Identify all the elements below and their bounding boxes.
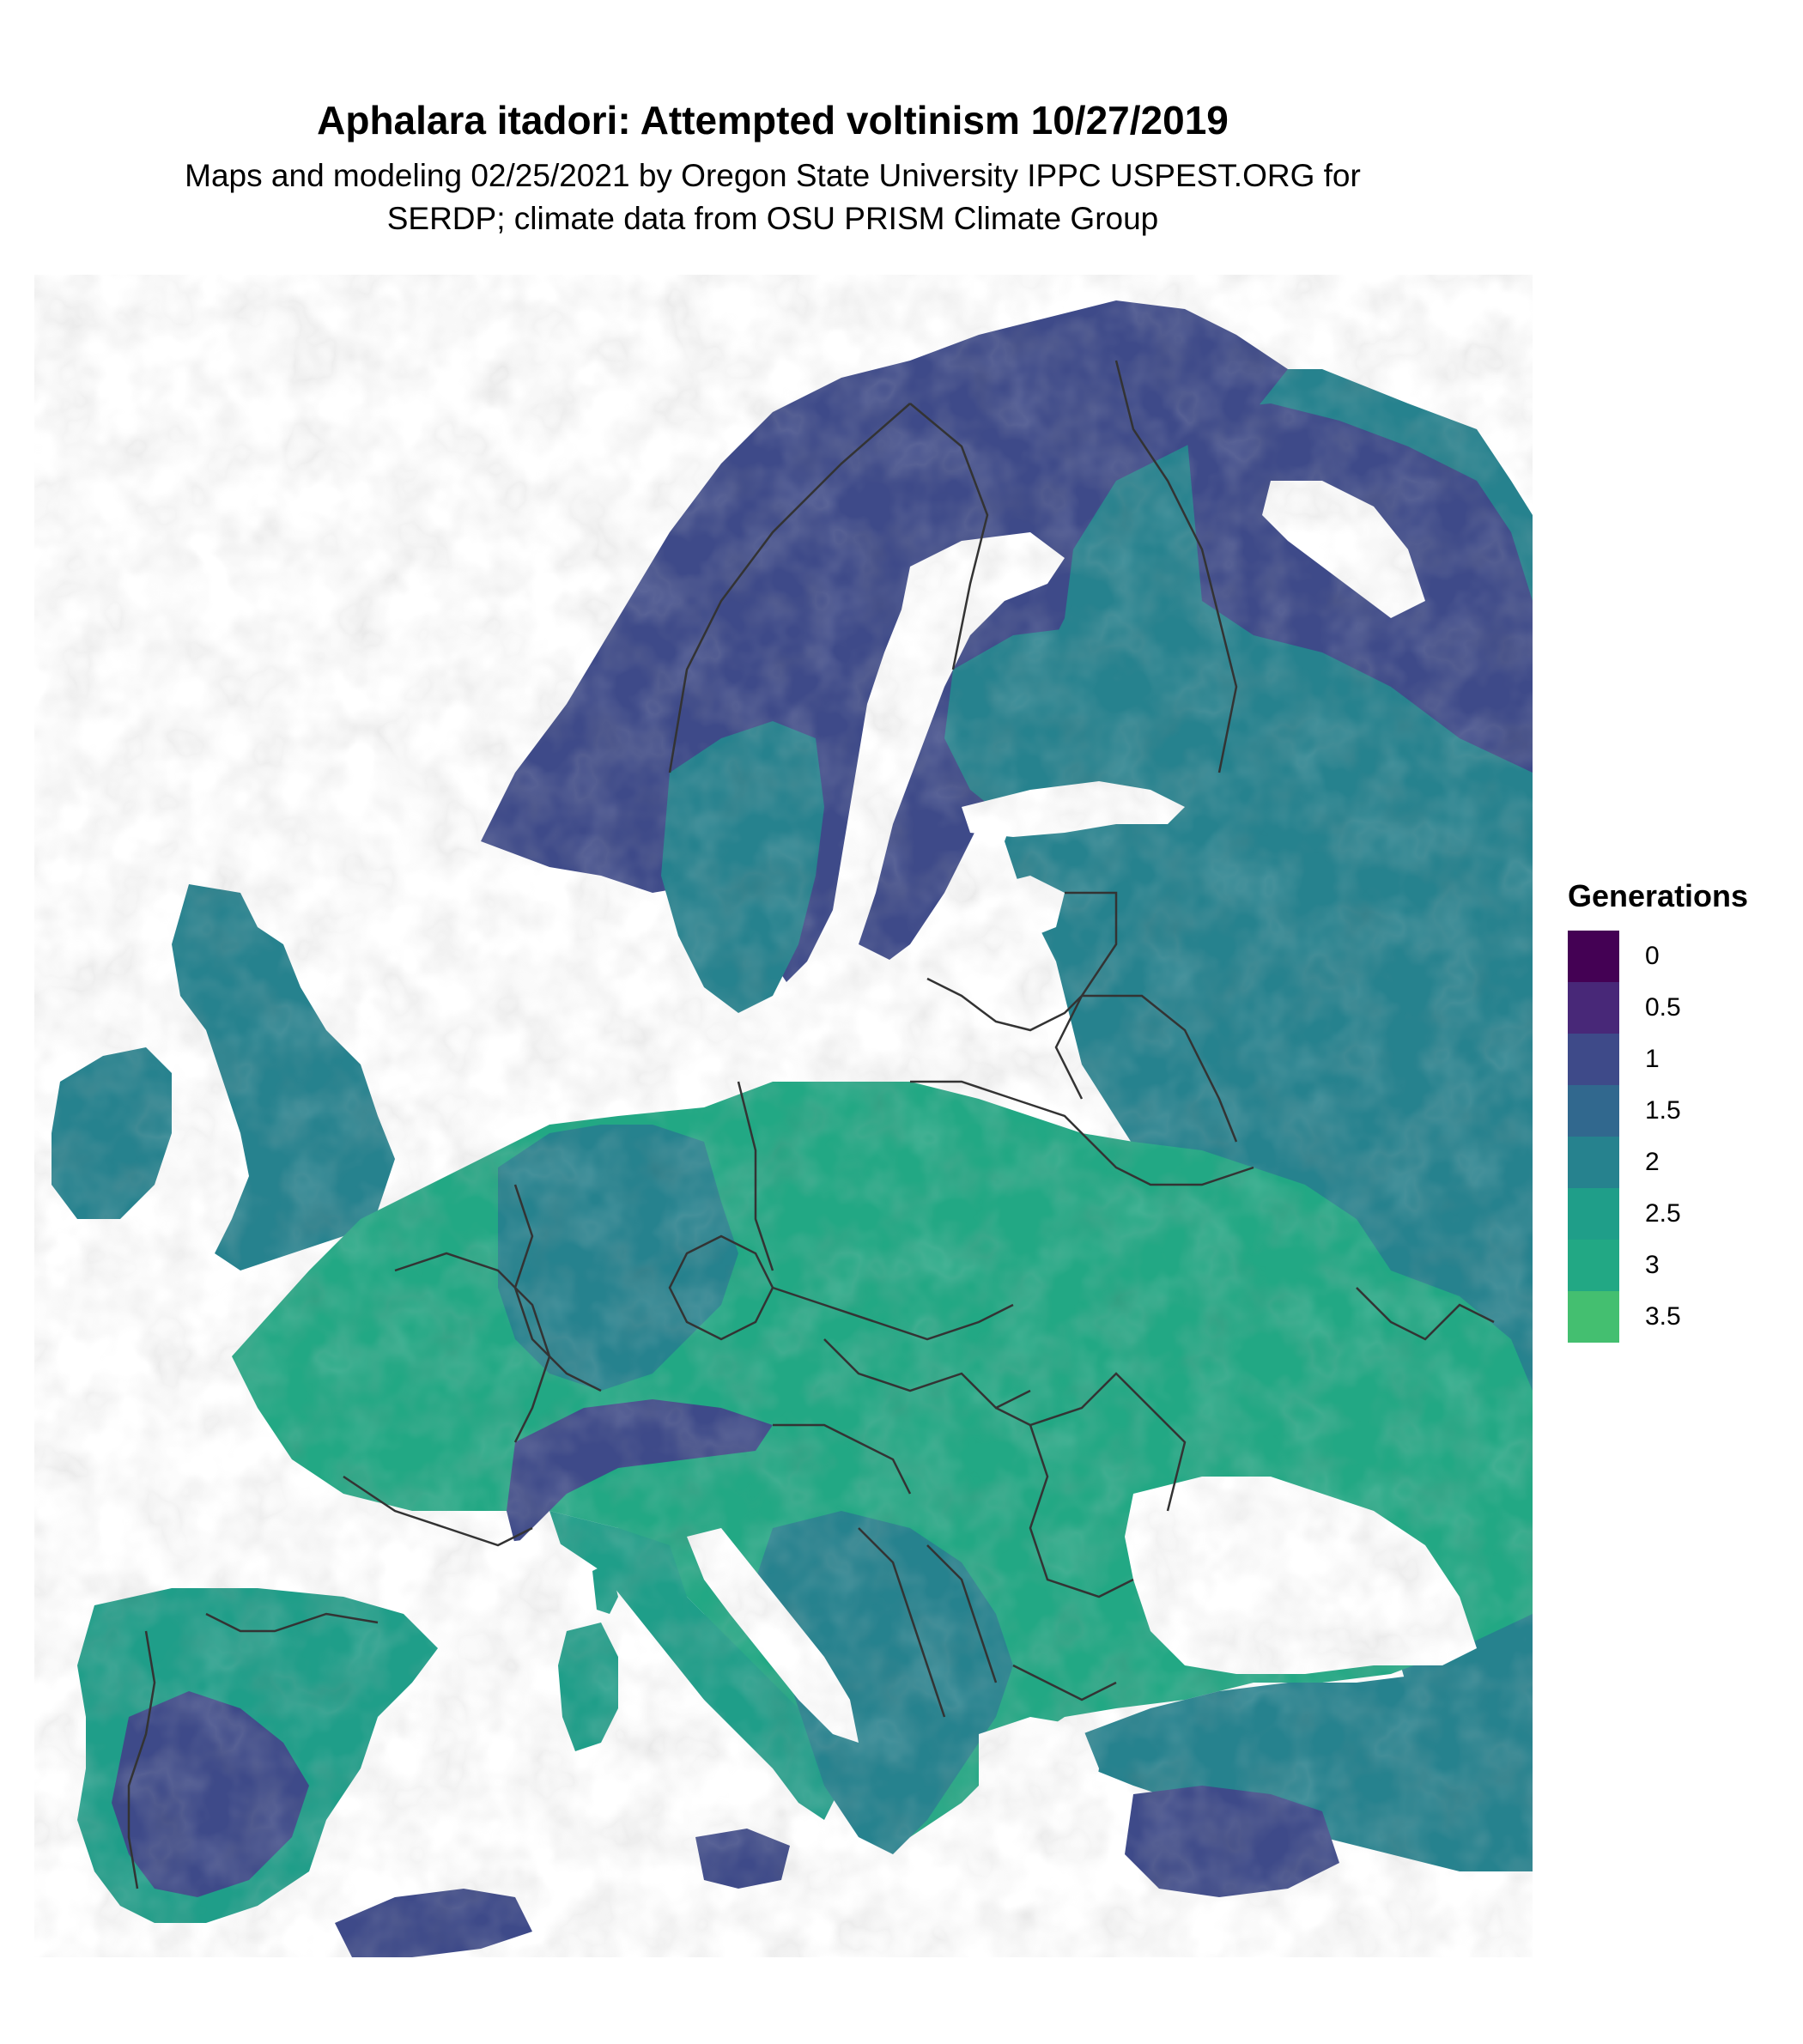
- legend-item: 1: [1568, 1034, 1748, 1085]
- legend-label: 0.5: [1645, 993, 1681, 1022]
- map-title: Aphalara itadori: Attempted voltinism 10…: [317, 98, 1229, 143]
- country-borders: [127, 360, 1495, 1889]
- legend-swatch: [1568, 1034, 1619, 1085]
- legend-item: 0: [1568, 931, 1748, 982]
- legend-items: 0 0.5 1 1.5 2 2.5 3 3.5: [1568, 931, 1748, 1343]
- legend-item: 3: [1568, 1240, 1748, 1291]
- legend-label: 2.5: [1645, 1199, 1681, 1228]
- legend-swatch: [1568, 1240, 1619, 1291]
- terrain-texture: [34, 275, 1533, 1957]
- legend-label: 3: [1645, 1251, 1660, 1279]
- legend-swatch: [1568, 931, 1619, 982]
- legend-swatch: [1568, 1137, 1619, 1188]
- legend-swatch: [1568, 1085, 1619, 1137]
- legend-item: 1.5: [1568, 1085, 1748, 1137]
- subtitle-line-2: SERDP; climate data from OSU PRISM Clima…: [386, 201, 1159, 236]
- legend-swatch: [1568, 982, 1619, 1034]
- legend: Generations 0 0.5 1 1.5 2 2.5 3 3.5: [1568, 877, 1748, 1343]
- legend-label: 3.5: [1645, 1302, 1681, 1331]
- legend-label: 2: [1645, 1148, 1660, 1176]
- legend-title: Generations: [1568, 878, 1749, 913]
- legend-item: 0.5: [1568, 982, 1748, 1034]
- legend-item: 3.5: [1568, 1291, 1748, 1343]
- map-subtitle: Maps and modeling 02/25/2021 by Oregon S…: [0, 155, 1545, 240]
- legend-swatch: [1568, 1291, 1619, 1343]
- europe-map: [34, 275, 1533, 1957]
- legend-label: 1: [1645, 1045, 1660, 1073]
- subtitle-line-1: Maps and modeling 02/25/2021 by Oregon S…: [185, 158, 1361, 193]
- legend-label: 0: [1645, 942, 1660, 970]
- legend-item: 2: [1568, 1137, 1748, 1188]
- legend-item: 2.5: [1568, 1188, 1748, 1240]
- legend-label: 1.5: [1645, 1096, 1681, 1125]
- legend-swatch: [1568, 1188, 1619, 1240]
